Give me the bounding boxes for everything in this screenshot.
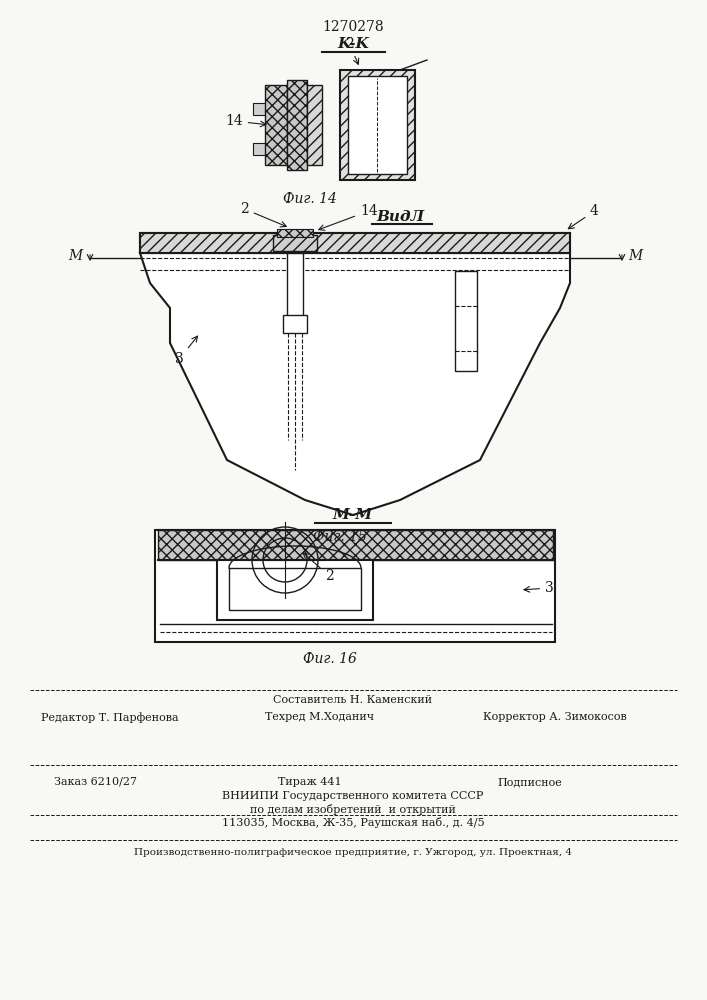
Text: K-K: K-K (337, 37, 369, 51)
Bar (455, 271, 477, 371)
Text: Заказ 6210/27: Заказ 6210/27 (54, 777, 136, 787)
Text: 14: 14 (225, 114, 266, 128)
Bar (348, 76, 407, 174)
Text: 2: 2 (303, 553, 334, 583)
Bar (287, 80, 307, 170)
Text: M-M: M-M (333, 508, 373, 522)
Text: 1270278: 1270278 (322, 20, 384, 34)
Text: 2: 2 (345, 37, 358, 64)
Bar (340, 70, 415, 180)
Text: Производственно-полиграфическое предприятие, г. Ужгород, ул. Проектная, 4: Производственно-полиграфическое предприя… (134, 848, 572, 857)
Bar (283, 315, 307, 333)
Bar (253, 143, 267, 155)
Text: M: M (68, 249, 82, 263)
Text: 113035, Москва, Ж-35, Раушская наб., д. 4/5: 113035, Москва, Ж-35, Раушская наб., д. … (222, 817, 484, 828)
Text: 3: 3 (524, 581, 554, 595)
Text: Фиг. 16: Фиг. 16 (303, 652, 357, 666)
Text: ВНИИПИ Государственного комитета СССР: ВНИИПИ Государственного комитета СССР (222, 791, 484, 801)
Bar (287, 253, 303, 318)
Polygon shape (140, 253, 570, 515)
Bar (307, 85, 322, 165)
Text: Фиг. 14: Фиг. 14 (283, 192, 337, 206)
Text: Техред М.Ходанич: Техред М.Ходанич (265, 712, 375, 722)
Bar (217, 560, 373, 620)
Bar (265, 85, 287, 165)
Bar (158, 530, 553, 560)
Text: Подписное: Подписное (498, 777, 562, 787)
Bar (277, 229, 313, 237)
Text: Составитель Н. Каменский: Составитель Н. Каменский (274, 695, 433, 705)
Bar (140, 233, 570, 253)
Bar (273, 235, 317, 251)
Text: Редактор Т. Парфенова: Редактор Т. Парфенова (41, 712, 179, 723)
Polygon shape (155, 530, 555, 642)
Bar (253, 103, 267, 115)
Text: Фиг. 15: Фиг. 15 (313, 530, 367, 544)
Text: M: M (628, 249, 642, 263)
Text: 3: 3 (175, 336, 197, 366)
Text: по делам изобретений  и открытий: по делам изобретений и открытий (250, 804, 456, 815)
Text: ВидЛ: ВидЛ (376, 210, 424, 224)
Text: Тираж 441: Тираж 441 (278, 777, 341, 787)
Bar (140, 233, 570, 253)
Text: 2: 2 (240, 202, 286, 227)
Text: Корректор А. Зимокосов: Корректор А. Зимокосов (483, 712, 627, 722)
Bar (229, 568, 361, 610)
Text: 4: 4 (568, 204, 599, 229)
Text: 14: 14 (319, 204, 378, 230)
